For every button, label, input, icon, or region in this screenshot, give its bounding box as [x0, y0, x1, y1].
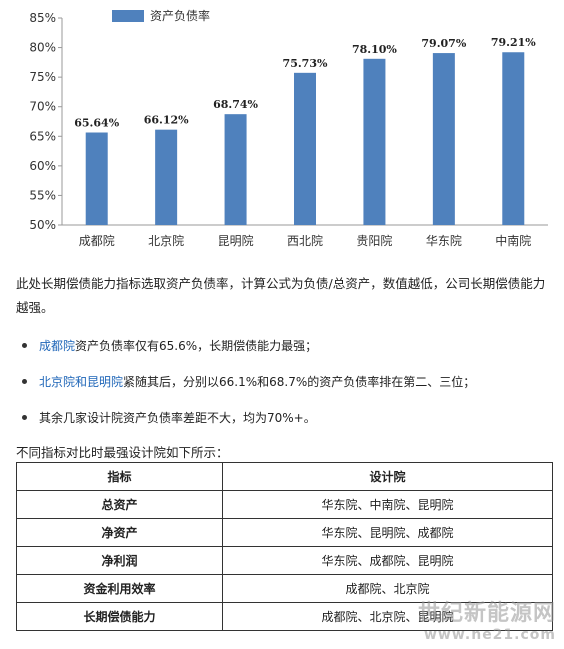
bullet-dot-icon [22, 343, 27, 348]
x-tick-label: 贵阳院 [356, 234, 392, 248]
table-header-row: 指标 设计院 [16, 462, 553, 491]
table-row: 总资产 华东院、中南院、昆明院 [16, 490, 553, 519]
x-tick-label: 华东院 [426, 234, 462, 248]
bar [432, 53, 455, 225]
bar [155, 129, 178, 225]
watermark-title: 世纪新能源网 [417, 601, 556, 626]
x-axis-labels: 成都院 北京院 昆明院 西北院 贵阳院 华东院 中南院 [79, 233, 532, 248]
link-chengdu[interactable]: 成都院 [39, 339, 76, 353]
value-label: 68.74% [213, 98, 258, 111]
y-tick-label: 65% [29, 129, 56, 143]
table-row: 净资产 华东院、昆明院、成都院 [16, 518, 553, 547]
y-tick-label: 75% [29, 70, 56, 84]
bullet-item: 其余几家设计院资产负债率差距不大，均为70%+。 [22, 409, 316, 427]
bullet-text: 资产负债率仅有65.6%，长期偿债能力最强； [75, 339, 318, 353]
x-tick-label: 成都院 [79, 234, 115, 248]
table-intro: 不同指标对比时最强设计院如下所示： [16, 445, 229, 460]
legend-label: 资产负债率 [150, 8, 210, 23]
y-tick-label: 85% [29, 11, 56, 25]
x-tick-label: 北京院 [148, 234, 184, 248]
bar [294, 72, 316, 225]
x-tick-label: 中南院 [495, 233, 531, 248]
bars [85, 52, 525, 226]
legend: 资产负债率 [112, 8, 210, 23]
y-tick-label: 50% [29, 218, 56, 232]
bullet-dot-icon [22, 415, 27, 420]
y-tick-label: 70% [29, 100, 56, 114]
indicator-cell: 长期偿债能力 [16, 602, 223, 631]
bullet-text: 其余几家设计院资产负债率差距不大，均为70%+。 [39, 411, 316, 425]
y-tick-label: 55% [29, 188, 56, 202]
indicator-cell: 资金利用效率 [16, 574, 223, 603]
y-axis-labels: 50% 55% 60% 65% 70% 75% 80% 85% [29, 11, 62, 232]
institutes-cell: 华东院、昆明院、成都院 [222, 518, 553, 547]
value-label: 75.73% [283, 57, 328, 70]
bar [363, 58, 386, 226]
y-tick-label: 80% [29, 41, 56, 55]
indicator-cell: 净资产 [16, 518, 223, 547]
value-label: 79.07% [421, 37, 466, 50]
x-tick-label: 西北院 [287, 234, 323, 248]
header-indicator: 指标 [16, 462, 223, 491]
x-tick-label: 昆明院 [218, 234, 254, 248]
legend-swatch [112, 10, 144, 22]
table-row: 资金利用效率 成都院、北京院 [16, 574, 553, 603]
bar [224, 114, 247, 225]
link-beijing-kunming[interactable]: 北京院和昆明院 [39, 375, 124, 389]
watermark-url: www.ne21.com [424, 627, 556, 643]
comparison-table: 指标 设计院 总资产 华东院、中南院、昆明院 净资产 华东院、昆明院、成都院 净… [16, 462, 553, 631]
asset-liability-chart: 50% 55% 60% 65% 70% 75% 80% 85% 65.64% 66.12% 68.… [29, 8, 548, 248]
indicator-cell: 总资产 [16, 490, 223, 519]
bullet-text: 紧随其后，分别以66.1%和68.7%的资产负债率排在第二、三位； [123, 375, 476, 389]
bullet-dot-icon [22, 379, 27, 384]
y-tick-label: 60% [29, 159, 56, 173]
institutes-cell: 成都院、北京院、昆明院 [222, 602, 553, 631]
bar [502, 52, 525, 225]
description-paragraph: 此处长期偿债能力指标选取资产负债率，计算公式为负债/总资产，数值越低，公司长期偿… [16, 276, 546, 315]
table-row: 净利润 华东院、成都院、昆明院 [16, 546, 553, 575]
value-labels: 65.64% 66.12% 68.74% 75.73% 78.10% 79.07% 79.2… [74, 36, 536, 129]
watermark: 世纪新能源网 www.ne21.com [418, 595, 556, 643]
table-row: 长期偿债能力 成都院、北京院、昆明院 [16, 602, 553, 631]
institutes-cell: 华东院、成都院、昆明院 [222, 546, 553, 575]
header-institute: 设计院 [222, 462, 553, 491]
institutes-cell: 成都院、北京院 [222, 574, 553, 603]
indicator-cell: 净利润 [16, 546, 223, 575]
bullet-item: 成都院资产负债率仅有65.6%，长期偿债能力最强； [22, 337, 317, 355]
bullet-item: 北京院和昆明院紧随其后，分别以66.1%和68.7%的资产负债率排在第二、三位； [22, 373, 475, 391]
institutes-cell: 华东院、中南院、昆明院 [222, 490, 553, 519]
value-label: 65.64% [74, 117, 119, 130]
bar [85, 132, 108, 225]
value-label: 66.12% [144, 114, 189, 127]
value-label: 79.21% [491, 36, 536, 49]
value-label: 78.10% [352, 43, 397, 56]
